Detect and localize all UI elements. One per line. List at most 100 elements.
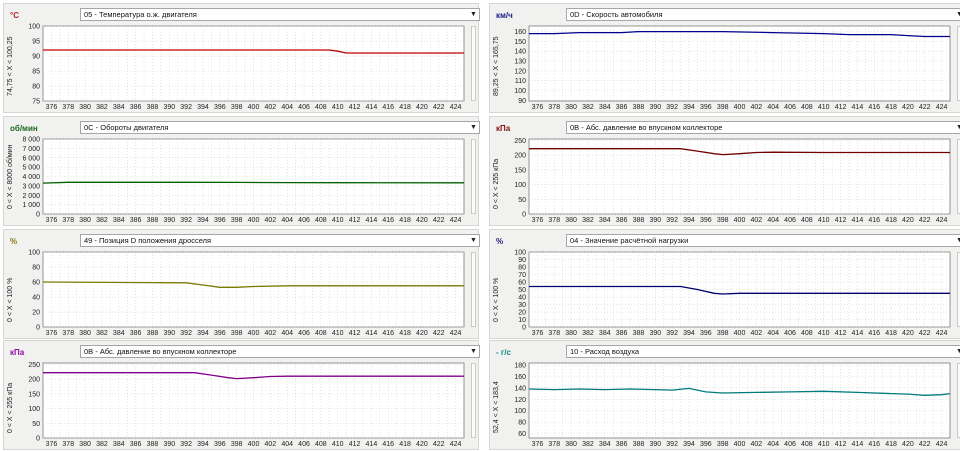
parameter-select[interactable]: 0B - Абс. давление во впускном коллектор… [80, 345, 480, 358]
x-tick-label: 400 [248, 217, 260, 224]
x-tick-label: 418 [885, 104, 897, 111]
y-tick-label: 90 [518, 98, 526, 105]
chevron-down-icon[interactable]: ▼ [470, 124, 477, 131]
x-tick-label: 410 [332, 104, 344, 111]
x-tick-label: 392 [666, 441, 678, 448]
x-tick-label: 398 [717, 441, 729, 448]
parameter-select[interactable]: 0B - Абс. давление во впускном коллектор… [566, 121, 960, 134]
vertical-scrollbar[interactable] [957, 363, 960, 438]
y-tick-label: 0 [522, 212, 526, 219]
parameter-select[interactable]: 0C - Обороты двигателя ▼ [80, 121, 480, 134]
x-tick-label: 392 [180, 104, 192, 111]
x-tick-label: 406 [298, 441, 310, 448]
parameter-select-value: 0B - Абс. давление во впускном коллектор… [570, 123, 723, 132]
y-tick-label: 150 [28, 391, 40, 398]
chart-panel: км/ч 0D - Скорость автомобиля ▼ 89,25 < X <… [489, 3, 960, 113]
vertical-scrollbar[interactable] [957, 139, 960, 214]
x-tick-label: 420 [902, 330, 914, 337]
x-tick-label: 420 [416, 217, 428, 224]
parameter-select[interactable]: 10 - Расход воздуха ▼ [566, 345, 960, 358]
x-tick-label: 424 [450, 217, 462, 224]
chevron-down-icon[interactable]: ▼ [956, 11, 960, 18]
x-tick-label: 420 [902, 104, 914, 111]
chevron-down-icon[interactable]: ▼ [470, 11, 477, 18]
x-tick-label: 410 [332, 217, 344, 224]
x-tick-label: 410 [818, 217, 830, 224]
y-tick-label: 250 [28, 362, 40, 369]
x-tick-label: 394 [197, 441, 209, 448]
x-tick-label: 422 [919, 330, 931, 337]
x-tick-label: 390 [649, 441, 661, 448]
x-tick-label: 392 [180, 330, 192, 337]
x-tick-label: 384 [113, 217, 125, 224]
x-tick-label: 382 [582, 104, 594, 111]
x-tick-label: 420 [416, 330, 428, 337]
parameter-select[interactable]: 05 - Температура о.ж. двигателя ▼ [80, 8, 480, 21]
y-tick-label: 90 [32, 54, 40, 61]
chevron-down-icon[interactable]: ▼ [956, 237, 960, 244]
x-tick-label: 408 [801, 330, 813, 337]
parameter-select[interactable]: 49 - Позиция D положения дросселя ▼ [80, 234, 480, 247]
x-tick-label: 398 [717, 104, 729, 111]
parameter-select-value: 10 - Расход воздуха [570, 347, 640, 356]
x-tick-label: 396 [700, 330, 712, 337]
x-tick-label: 376 [46, 330, 58, 337]
parameter-select[interactable]: 0D - Скорость автомобиля ▼ [566, 8, 960, 21]
x-tick-label: 398 [717, 330, 729, 337]
x-tick-label: 396 [214, 441, 226, 448]
x-tick-label: 412 [835, 104, 847, 111]
x-tick-label: 380 [79, 330, 91, 337]
vertical-scrollbar[interactable] [471, 363, 476, 438]
x-tick-label: 376 [532, 330, 544, 337]
x-tick-label: 410 [818, 441, 830, 448]
x-tick-label: 396 [700, 104, 712, 111]
x-tick-label: 418 [399, 217, 411, 224]
y-tick-label: 130 [514, 59, 526, 66]
chart-panel: об/мин 0C - Обороты двигателя ▼ 0 < X < 800… [3, 116, 480, 226]
chevron-down-icon[interactable]: ▼ [470, 348, 477, 355]
chevron-down-icon[interactable]: ▼ [470, 237, 477, 244]
series-line [528, 387, 951, 396]
x-tick-label: 378 [62, 330, 74, 337]
chart-panel: - г/с 10 - Расход воздуха ▼ 52,4 < X < 183,… [489, 340, 960, 450]
vertical-scrollbar[interactable] [471, 139, 476, 214]
x-tick-label: 376 [46, 441, 58, 448]
y-tick-label: 100 [514, 250, 526, 257]
y-tick-label: 0 [36, 212, 40, 219]
parameter-select-value: 05 - Температура о.ж. двигателя [84, 10, 197, 19]
x-tick-label: 416 [868, 104, 880, 111]
chevron-down-icon[interactable]: ▼ [956, 348, 960, 355]
x-tick-label: 388 [633, 217, 645, 224]
x-tick-label: 410 [818, 104, 830, 111]
vertical-scrollbar[interactable] [471, 252, 476, 327]
x-tick-label: 406 [784, 104, 796, 111]
y-tick-label: 85 [32, 69, 40, 76]
y-tick-label: 2 000 [22, 193, 40, 200]
x-tick-label: 398 [231, 217, 243, 224]
x-tick-label: 392 [666, 330, 678, 337]
x-tick-label: 422 [919, 104, 931, 111]
y-tick-label: 100 [514, 88, 526, 95]
x-tick-label: 406 [784, 330, 796, 337]
vertical-scrollbar[interactable] [957, 252, 960, 327]
x-tick-label: 416 [868, 217, 880, 224]
parameter-select[interactable]: 04 - Значение расчётной нагрузки ▼ [566, 234, 960, 247]
line-chart: 376 378 380 382 384 386 388 390 392 394 396 398 400 4… [514, 138, 951, 224]
x-tick-label: 388 [147, 330, 159, 337]
x-tick-label: 424 [450, 441, 462, 448]
vertical-scrollbar[interactable] [471, 26, 476, 101]
x-tick-label: 378 [62, 441, 74, 448]
chart-panel: % 49 - Позиция D положения дросселя ▼ 0 < X… [3, 229, 480, 339]
x-tick-label: 394 [683, 441, 695, 448]
x-tick-label: 398 [231, 441, 243, 448]
x-tick-label: 388 [633, 441, 645, 448]
x-tick-label: 424 [936, 330, 948, 337]
x-tick-label: 414 [366, 441, 378, 448]
parameter-select-value: 0C - Обороты двигателя [84, 123, 169, 132]
x-tick-label: 382 [582, 217, 594, 224]
y-tick-label: 70 [518, 272, 526, 279]
vertical-scrollbar[interactable] [957, 26, 960, 101]
x-tick-label: 380 [565, 217, 577, 224]
x-tick-label: 388 [147, 441, 159, 448]
chevron-down-icon[interactable]: ▼ [956, 124, 960, 131]
